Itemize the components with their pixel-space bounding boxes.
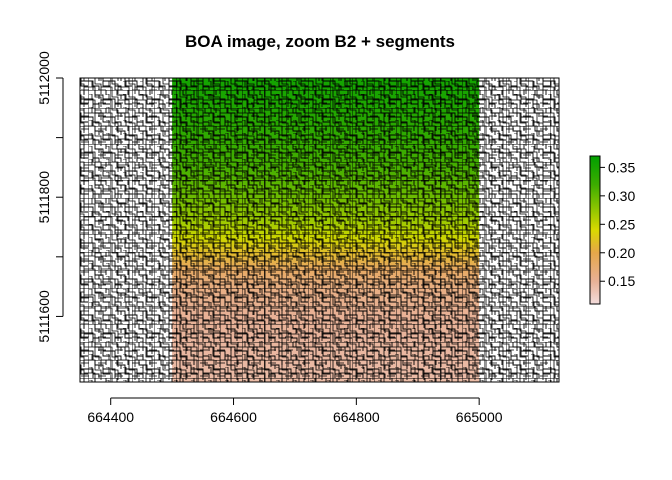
x-tick-label: 664600 <box>210 409 257 425</box>
y-tick-label: 5111600 <box>36 290 52 343</box>
y-tick-label: 5112000 <box>36 51 52 105</box>
plot-area <box>80 78 559 382</box>
plot-frame <box>79 77 560 383</box>
y-axis: 5111600 5111800 5112000 <box>36 51 64 343</box>
colorbar-tick-label: 0.25 <box>608 216 635 232</box>
x-tick-label: 665000 <box>456 409 503 425</box>
segments-overlay-secondary <box>80 78 559 382</box>
colorbar-tick-label: 0.30 <box>608 188 635 204</box>
x-axis: 664400 664600 664800 665000 <box>87 397 503 425</box>
colorbar-tick-label: 0.20 <box>608 245 635 261</box>
colorbar-gradient <box>590 156 600 304</box>
colorbar-tick-label: 0.35 <box>608 159 635 175</box>
y-tick-label: 5111800 <box>36 171 52 224</box>
colorbar: 0.15 0.20 0.25 0.30 0.35 <box>589 155 635 305</box>
colorbar-tick-label: 0.15 <box>608 273 635 289</box>
chart-title: BOA image, zoom B2 + segments <box>185 32 455 51</box>
x-tick-label: 664400 <box>87 409 134 425</box>
x-tick-label: 664800 <box>333 409 380 425</box>
colorbar-frame <box>589 155 601 305</box>
